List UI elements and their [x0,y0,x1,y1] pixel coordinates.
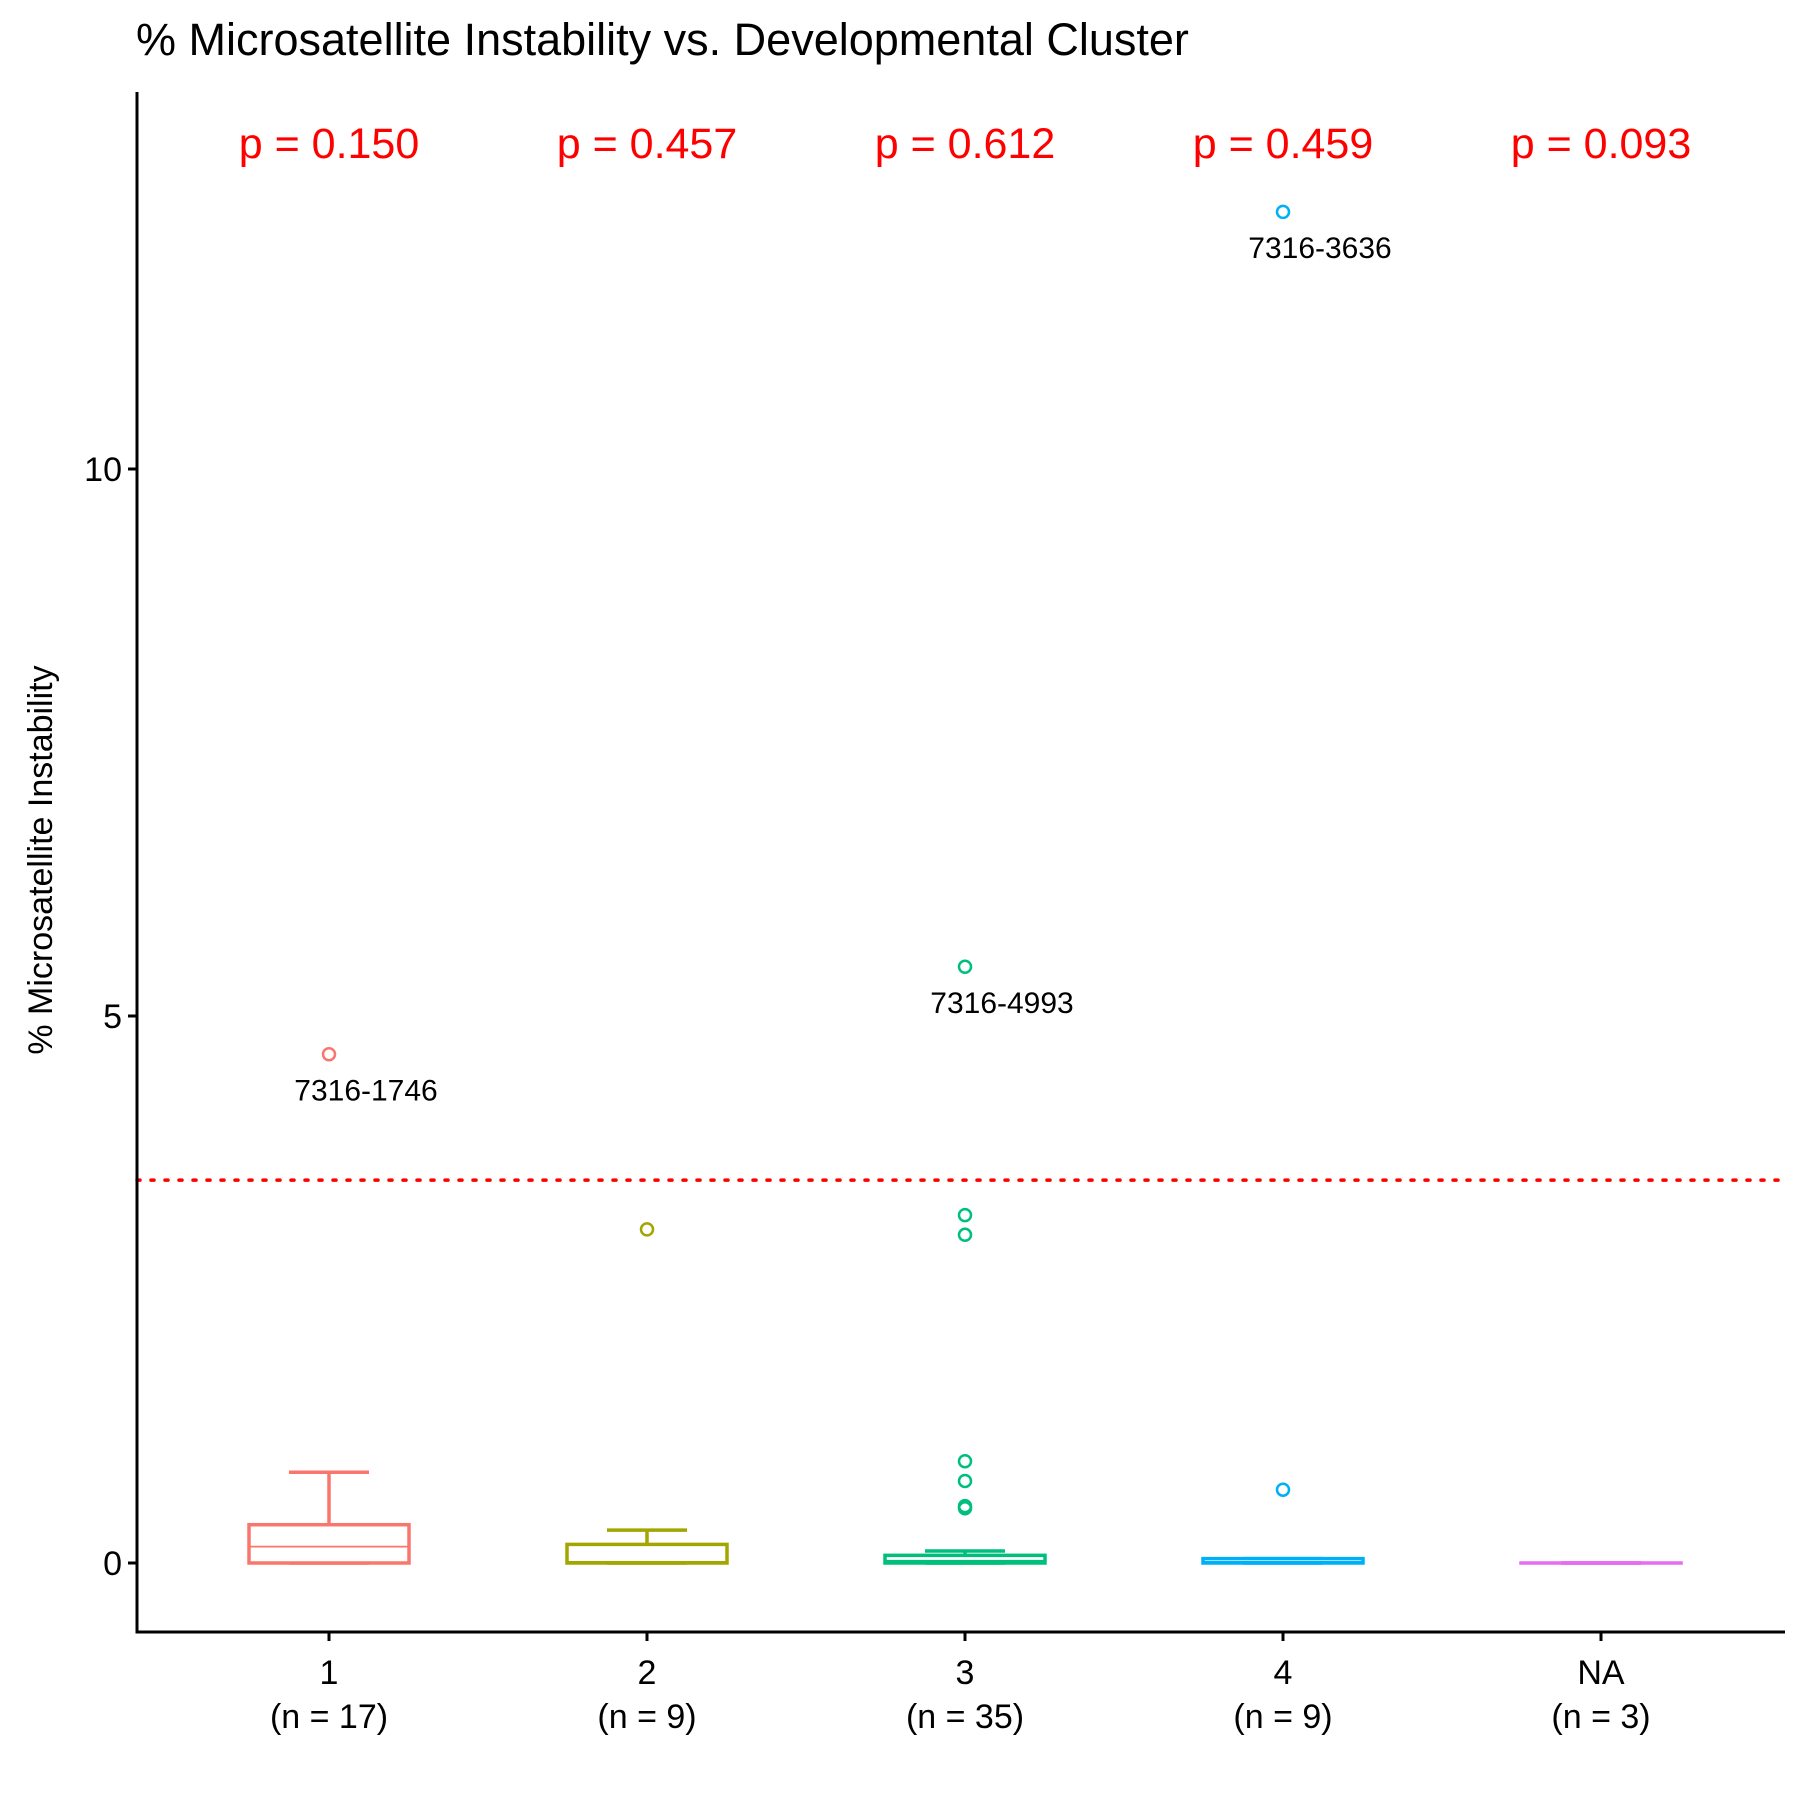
box-body [247,1522,411,1565]
box-3 [883,1549,1047,1565]
x-tick-count-label: (n = 9) [1233,1698,1332,1736]
box-body [883,1553,1047,1565]
box-body [1201,1556,1365,1565]
y-tick-label: 0 [103,1545,122,1583]
x-tick-label: NA [1577,1654,1625,1692]
outlier-point [639,1222,655,1237]
y-axis-label: % Microsatellite Instability [22,665,60,1054]
outlier-point [957,1473,973,1489]
outlier-annotation: 7316-3636 [1248,232,1391,265]
p-value-label: p = 0.093 [1511,120,1692,168]
outlier-point [321,1047,337,1062]
outlier-point [957,1454,973,1469]
p-value-label: p = 0.612 [875,120,1056,168]
x-tick-label: 4 [1274,1654,1293,1692]
x-tick-count-label: (n = 17) [270,1698,388,1736]
outlier-point [957,1207,973,1223]
p-value-label: p = 0.459 [1193,120,1374,168]
pvalue-layer: p = 0.150 p = 0.457 p = 0.612 p = 0.459 p = … [239,120,1692,168]
box-4 [1201,1556,1365,1565]
box-body [565,1542,729,1565]
outlier-annotation: 7316-1746 [294,1074,437,1107]
box-1 [247,1470,411,1565]
outlier-layer [321,204,1291,1516]
chart-title: % Microsatellite Instability vs. Develop… [136,14,1189,65]
y-tick-label: 5 [103,998,122,1036]
x-tick-label: 2 [638,1654,657,1692]
box-layer [247,1470,1683,1565]
outlier-point [957,1498,973,1514]
y-tick-label: 10 [84,451,122,489]
p-value-label: p = 0.150 [239,120,420,168]
x-tick-count-label: (n = 3) [1551,1698,1650,1736]
p-value-label: p = 0.457 [557,120,738,168]
box-2 [565,1528,729,1565]
x-tick-count-label: (n = 35) [906,1698,1024,1736]
outlier-point [1275,204,1291,220]
outlier-point [1275,1482,1291,1497]
x-tick-label: 3 [956,1654,975,1692]
axis-layer: 0 5 10 1 (n = 17) 2 (n = 9) 3 (n = 35) 4 (n = 9) NA… [84,92,1785,1736]
outlier-point [957,959,973,975]
outlier-point [957,1227,973,1243]
x-tick-label: 1 [320,1654,339,1692]
outlier-annotation: 7316-4993 [930,987,1073,1020]
x-tick-count-label: (n = 9) [597,1698,696,1736]
annotation-layer: 7316-1746 7316-4993 7316-3636 [294,232,1391,1107]
